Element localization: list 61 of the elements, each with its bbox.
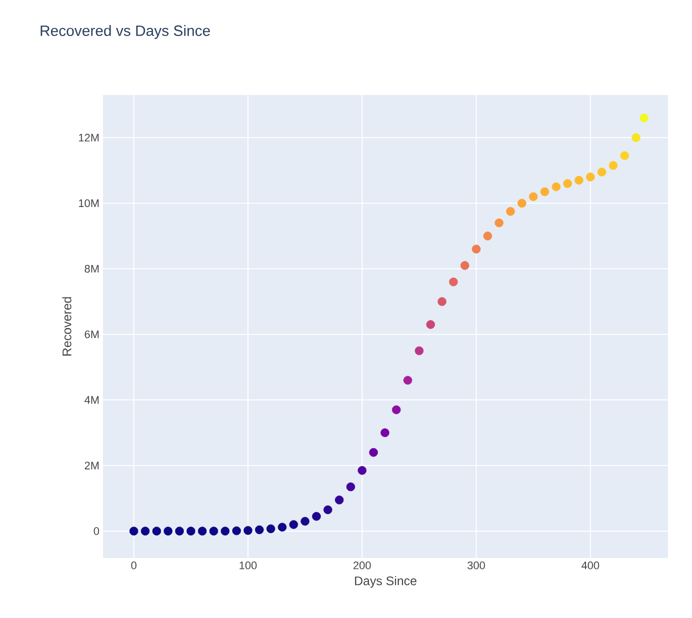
x-tick-label: 400 <box>582 562 600 570</box>
point <box>632 133 640 142</box>
point <box>278 522 287 532</box>
point <box>403 376 412 385</box>
y-tick-label: 2M <box>84 462 99 470</box>
point <box>414 346 424 356</box>
point <box>563 179 572 188</box>
point <box>597 168 606 176</box>
point <box>358 466 366 475</box>
point <box>426 320 435 329</box>
point <box>140 526 150 536</box>
point <box>540 187 550 196</box>
point <box>528 192 538 202</box>
point <box>152 526 162 536</box>
point <box>574 176 584 185</box>
point <box>449 278 458 286</box>
y-tick-label: 0 <box>94 527 100 535</box>
x-tick-label: 100 <box>240 562 257 570</box>
point <box>209 526 218 536</box>
point <box>518 198 526 208</box>
point <box>369 448 378 457</box>
y-axis-title: Recovered <box>62 297 72 356</box>
point <box>244 526 252 535</box>
point <box>266 524 276 534</box>
point <box>334 496 344 504</box>
point <box>392 405 401 414</box>
point <box>323 505 332 514</box>
point <box>300 516 310 526</box>
point <box>460 261 470 270</box>
point <box>220 526 230 536</box>
point <box>640 114 648 122</box>
x-tick-label: 0 <box>131 562 136 570</box>
x-tick-label: 300 <box>468 562 485 570</box>
point <box>506 207 515 216</box>
y-tick-label: 6M <box>84 330 99 338</box>
y-tick-label: 10M <box>78 199 99 208</box>
y-tick-label: 4M <box>84 396 99 404</box>
point <box>175 526 184 536</box>
point <box>289 520 298 529</box>
point <box>129 526 138 536</box>
point <box>472 244 481 254</box>
point <box>438 297 446 306</box>
point <box>232 526 241 536</box>
point <box>198 526 207 536</box>
x-tick-label: 200 <box>354 562 371 570</box>
point <box>483 232 492 240</box>
point <box>186 526 196 536</box>
point <box>494 218 504 228</box>
x-axis-title: Days Since <box>355 576 416 588</box>
point <box>608 161 618 170</box>
point <box>552 182 561 192</box>
point <box>586 172 595 182</box>
point <box>620 151 630 160</box>
y-tick-label: 12M <box>78 134 99 142</box>
point <box>164 526 172 536</box>
point <box>312 512 321 521</box>
chart-title: Recovered vs Days Since <box>40 25 210 39</box>
point <box>254 525 264 534</box>
point <box>346 482 356 492</box>
point <box>380 428 390 438</box>
y-tick-label: 8M <box>84 264 99 273</box>
